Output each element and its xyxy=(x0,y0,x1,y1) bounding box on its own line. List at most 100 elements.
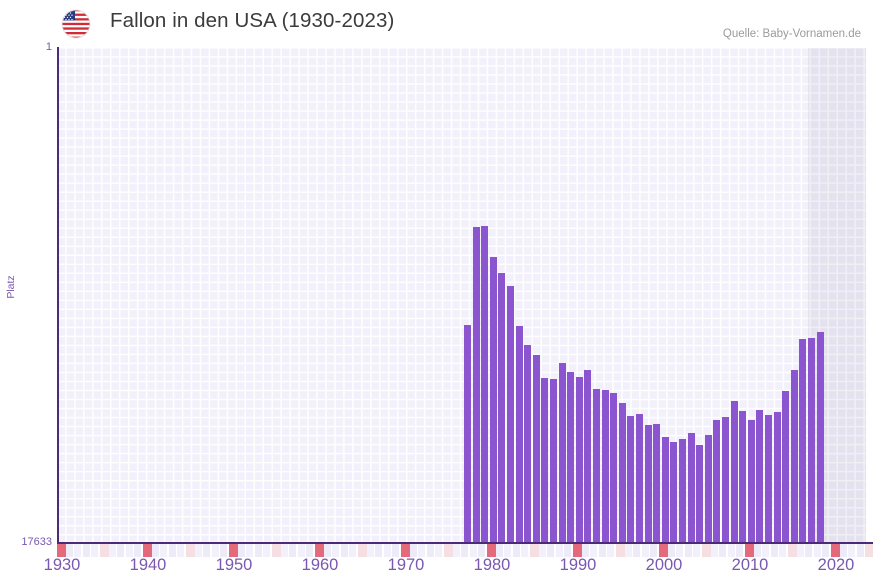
stripe-cell xyxy=(297,544,305,557)
stripe-cell xyxy=(263,544,271,557)
stripe-cell xyxy=(280,544,288,557)
stripe-cell xyxy=(762,544,770,557)
stripe-cell xyxy=(289,544,297,557)
bar-2019[interactable] xyxy=(808,338,815,543)
stripe-accent-cell xyxy=(358,544,367,557)
stripe-cell xyxy=(504,544,512,557)
bar-1996[interactable] xyxy=(610,393,618,543)
stripe-cell xyxy=(426,544,434,557)
us-flag-circle-icon xyxy=(58,9,94,39)
bar-1979[interactable] xyxy=(464,325,471,543)
stripe-cell xyxy=(151,544,159,557)
stripe-cell xyxy=(246,544,254,557)
stripe-cell xyxy=(779,544,787,557)
bar-2008[interactable] xyxy=(713,420,721,543)
bar-1981[interactable] xyxy=(481,225,489,543)
bar-1986[interactable] xyxy=(524,344,532,543)
bar-2006[interactable] xyxy=(696,444,704,543)
stripe-cell xyxy=(641,544,649,557)
stripe-cell xyxy=(856,544,864,557)
y-axis-tick-bottom: 17633 xyxy=(21,536,52,548)
bar-2016[interactable] xyxy=(782,391,790,543)
stripe-cell xyxy=(693,544,701,557)
bar-2002[interactable] xyxy=(661,436,669,543)
stripe-cell xyxy=(736,544,744,557)
bar-2004[interactable] xyxy=(679,438,686,543)
bar-1991[interactable] xyxy=(567,371,575,543)
bar-2018[interactable] xyxy=(799,339,807,543)
stripe-accent-cell xyxy=(831,544,840,557)
stripe-cell xyxy=(813,544,821,557)
stripe-cell xyxy=(478,544,486,557)
stripe-cell xyxy=(237,544,245,557)
stripe-cell xyxy=(633,544,641,557)
bar-2005[interactable] xyxy=(687,433,695,543)
bar-1987[interactable] xyxy=(532,354,540,543)
stripe-cell xyxy=(108,544,116,557)
stripe-cell xyxy=(91,544,99,557)
stripe-cell xyxy=(125,544,133,557)
stripe-cell xyxy=(332,544,340,557)
stripe-cell xyxy=(194,544,202,557)
bar-series xyxy=(57,48,866,543)
stripe-cell xyxy=(461,544,469,557)
y-axis-line xyxy=(57,47,59,544)
bar-2003[interactable] xyxy=(670,442,678,543)
bar-1983[interactable] xyxy=(498,273,506,543)
bar-2013[interactable] xyxy=(756,409,764,543)
x-axis-tick-1930: 1930 xyxy=(43,556,81,574)
stripe-cell xyxy=(521,544,529,557)
stripe-accent-cell xyxy=(186,544,195,557)
x-axis-tick-1950: 1950 xyxy=(215,556,253,574)
bar-1993[interactable] xyxy=(584,370,592,543)
bar-2015[interactable] xyxy=(773,412,781,543)
x-axis-tick-2010: 2010 xyxy=(731,556,769,574)
bar-1994[interactable] xyxy=(593,388,600,543)
bar-1980[interactable] xyxy=(472,227,480,543)
stripe-cell xyxy=(667,544,675,557)
bar-2000[interactable] xyxy=(644,424,652,543)
bar-1992[interactable] xyxy=(575,377,583,543)
bar-2009[interactable] xyxy=(722,417,729,543)
stripe-accent-cell xyxy=(100,544,109,557)
x-axis-tick-2000: 2000 xyxy=(645,556,683,574)
bar-2001[interactable] xyxy=(653,424,661,543)
bar-2010[interactable] xyxy=(730,401,738,543)
bar-1997[interactable] xyxy=(618,402,626,543)
stripe-cell xyxy=(177,544,185,557)
stripe-cell xyxy=(581,544,589,557)
bar-2012[interactable] xyxy=(747,419,755,543)
stripe-accent-cell xyxy=(401,544,410,557)
stripe-accent-cell xyxy=(659,544,668,557)
bar-2020[interactable] xyxy=(816,332,824,543)
stripe-cell xyxy=(254,544,262,557)
bar-1995[interactable] xyxy=(601,390,609,543)
stripe-cell xyxy=(65,544,73,557)
bar-2017[interactable] xyxy=(790,369,798,543)
bar-1984[interactable] xyxy=(507,286,514,543)
bar-1982[interactable] xyxy=(489,256,497,543)
bar-1990[interactable] xyxy=(558,362,566,543)
bar-1988[interactable] xyxy=(541,378,549,543)
stripe-cell xyxy=(366,544,374,557)
stripe-cell xyxy=(710,544,718,557)
bar-1985[interactable] xyxy=(515,326,523,543)
bar-1999[interactable] xyxy=(636,413,643,543)
bar-2014[interactable] xyxy=(765,415,772,543)
stripe-accent-cell xyxy=(444,544,453,557)
stripe-accent-cell xyxy=(573,544,582,557)
stripe-accent-cell xyxy=(315,544,324,557)
bar-2011[interactable] xyxy=(739,411,747,543)
x-axis-tick-1990: 1990 xyxy=(559,556,597,574)
stripe-accent-cell xyxy=(702,544,711,557)
bar-1998[interactable] xyxy=(627,415,635,543)
bar-2007[interactable] xyxy=(704,434,712,543)
bar-1989[interactable] xyxy=(550,378,557,543)
stripe-cell xyxy=(134,544,142,557)
stripe-cell xyxy=(323,544,331,557)
stripe-accent-cell xyxy=(143,544,152,557)
stripe-cell xyxy=(168,544,176,557)
x-axis-tick-2020: 2020 xyxy=(817,556,855,574)
stripe-cell xyxy=(82,544,90,557)
stripe-cell xyxy=(650,544,658,557)
